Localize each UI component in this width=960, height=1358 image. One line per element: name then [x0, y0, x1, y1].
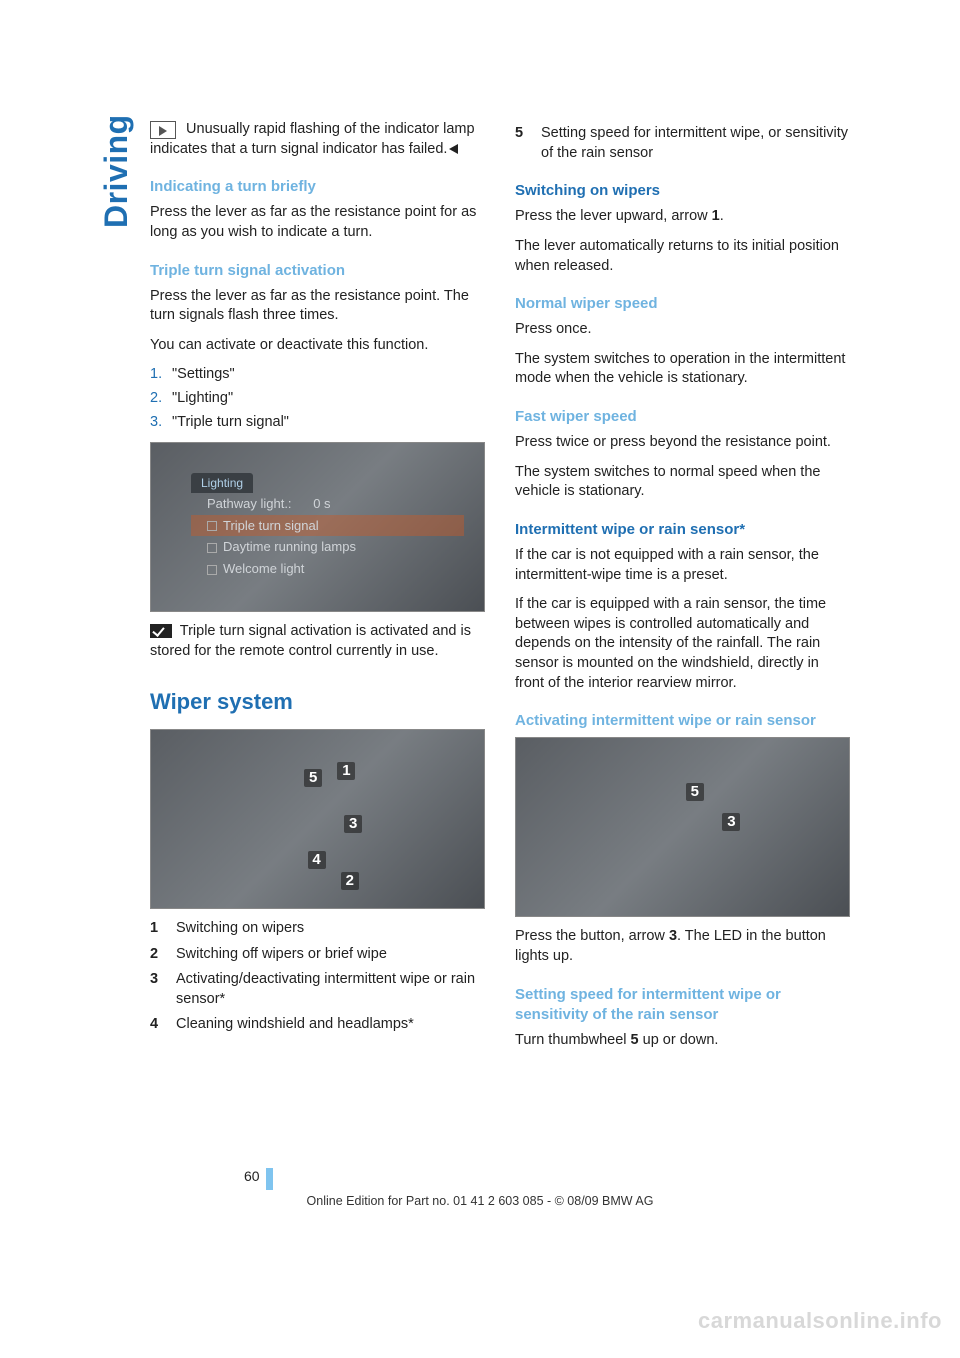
legend-num: 1: [150, 919, 176, 939]
step-label: "Lighting": [172, 390, 233, 406]
menu-row-value: 0 s: [313, 496, 330, 511]
legend-text: Cleaning windshield and headlamps*: [176, 1015, 485, 1035]
note-text: Unusually rapid flashing of the indicato…: [150, 121, 475, 157]
switching-on-text: Press the lever upward, arrow 1.: [515, 207, 850, 227]
text-part: .: [720, 208, 724, 224]
label-1: 1: [337, 762, 355, 780]
legend-row: 3Activating/deactivating intermittent wi…: [150, 970, 485, 1009]
triple-turn-text-1: Press the lever as far as the resistance…: [150, 287, 485, 326]
label-3: 3: [722, 813, 740, 831]
legend-text: Switching on wipers: [176, 919, 485, 939]
checkbox-icon: [207, 543, 217, 553]
step-3: 3."Triple turn signal": [150, 413, 485, 433]
settings-steps-list: 1."Settings" 2."Lighting" 3."Triple turn…: [150, 365, 485, 432]
menu-row-label: Daytime running lamps: [223, 539, 356, 554]
wiper-legend-continued: 5Setting speed for intermittent wipe, or…: [515, 124, 850, 163]
legend-row: 1Switching on wipers: [150, 919, 485, 939]
legend-num: 5: [515, 124, 541, 163]
arrow-ref-1: 1: [712, 208, 720, 224]
label-5: 5: [686, 783, 704, 801]
press-twice-text: Press twice or press beyond the resistan…: [515, 433, 850, 453]
legend-text: Setting speed for intermittent wipe, or …: [541, 124, 850, 163]
right-column: 5Setting speed for intermittent wipe, or…: [515, 120, 850, 1061]
heading-activating-intermittent: Activating intermittent wipe or rain sen…: [515, 711, 850, 731]
text-part: up or down.: [639, 1032, 719, 1048]
normal-stationary-text: The system switches to normal speed when…: [515, 463, 850, 502]
menu-row: Welcome light: [191, 558, 464, 580]
lever-return-text: The lever automatically returns to its i…: [515, 237, 850, 276]
footer-copyright: Online Edition for Part no. 01 41 2 603 …: [0, 1193, 960, 1210]
menu-row: Daytime running lamps: [191, 536, 464, 558]
step-1: 1."Settings": [150, 365, 485, 385]
menu-tab: Lighting: [191, 473, 253, 493]
stored-remote-note: Triple turn signal activation is activat…: [150, 622, 485, 661]
text-part: Turn thumbwheel: [515, 1032, 631, 1048]
checkmark-icon: [150, 624, 172, 638]
menu-row-highlighted: Triple turn signal: [191, 515, 464, 537]
heading-fast-speed: Fast wiper speed: [515, 407, 850, 427]
checkbox-icon: [207, 521, 217, 531]
step-num: 1.: [150, 365, 172, 385]
wiper-stalk-diagram: 1 5 3 4 2: [150, 729, 485, 909]
legend-row: 4Cleaning windshield and headlamps*: [150, 1015, 485, 1035]
rain-sensor-desc-text: If the car is equipped with a rain senso…: [515, 595, 850, 693]
heading-wiper-system: Wiper system: [150, 687, 485, 717]
step-num: 2.: [150, 389, 172, 409]
arrow-ref-3: 3: [669, 928, 677, 944]
rain-sensor-stalk-diagram: 5 3: [515, 737, 850, 917]
thumbwheel-ref-5: 5: [631, 1032, 639, 1048]
step-num: 3.: [150, 413, 172, 433]
checkbox-icon: [207, 565, 217, 575]
heading-triple-turn: Triple turn signal activation: [150, 261, 485, 281]
heading-normal-speed: Normal wiper speed: [515, 294, 850, 314]
heading-setting-speed: Setting speed for intermittent wipe or s…: [515, 985, 850, 1026]
step-label: "Settings": [172, 366, 235, 382]
menu-row-label: Triple turn signal: [223, 518, 319, 533]
thumbwheel-text: Turn thumbwheel 5 up or down.: [515, 1031, 850, 1051]
menu-row-label: Pathway light.:: [207, 496, 292, 511]
label-2: 2: [341, 872, 359, 890]
legend-num: 3: [150, 970, 176, 1009]
note-icon: [150, 121, 176, 139]
menu-overlay: Lighting Pathway light.: 0 s Triple turn…: [191, 473, 464, 579]
legend-num: 4: [150, 1015, 176, 1035]
menu-row: Pathway light.: 0 s: [191, 493, 464, 515]
legend-num: 2: [150, 945, 176, 965]
press-once-text: Press once.: [515, 320, 850, 340]
no-rain-sensor-text: If the car is not equipped with a rain s…: [515, 546, 850, 585]
press-button-arrow3-text: Press the button, arrow 3. The LED in th…: [515, 927, 850, 966]
page-number: 60: [244, 1167, 260, 1186]
text-part: Press the button, arrow: [515, 928, 669, 944]
end-triangle-icon: [449, 144, 458, 154]
watermark: carmanualsonline.info: [698, 1306, 942, 1336]
heading-indicating-turn: Indicating a turn briefly: [150, 177, 485, 197]
diagram-labels: 1 5 3 4 2: [151, 730, 484, 908]
wiper-legend-list: 1Switching on wipers 2Switching off wipe…: [150, 919, 485, 1035]
heading-switching-on-wipers: Switching on wipers: [515, 181, 850, 201]
heading-intermittent-rain: Intermittent wipe or rain sensor*: [515, 520, 850, 540]
two-column-layout: Unusually rapid flashing of the indicato…: [150, 120, 850, 1061]
manual-page: Driving Unusually rapid flashing of the …: [0, 0, 960, 1358]
step-label: "Triple turn signal": [172, 414, 289, 430]
stored-remote-text: Triple turn signal activation is activat…: [150, 623, 471, 659]
triple-turn-text-2: You can activate or deactivate this func…: [150, 336, 485, 356]
legend-row: 2Switching off wipers or brief wipe: [150, 945, 485, 965]
legend-row: 5Setting speed for intermittent wipe, or…: [515, 124, 850, 163]
step-2: 2."Lighting": [150, 389, 485, 409]
idrive-menu-screenshot: Lighting Pathway light.: 0 s Triple turn…: [150, 442, 485, 612]
left-column: Unusually rapid flashing of the indicato…: [150, 120, 485, 1061]
diagram-labels: 5 3: [516, 738, 849, 916]
intermittent-stationary-text: The system switches to operation in the …: [515, 350, 850, 389]
legend-text: Switching off wipers or brief wipe: [176, 945, 485, 965]
indicator-failure-note: Unusually rapid flashing of the indicato…: [150, 120, 485, 159]
text-part: Press the lever upward, arrow: [515, 208, 712, 224]
legend-text: Activating/deactivating intermittent wip…: [176, 970, 485, 1009]
label-4: 4: [308, 851, 326, 869]
indicating-turn-text: Press the lever as far as the resistance…: [150, 203, 485, 242]
section-side-label: Driving: [95, 114, 138, 228]
label-3: 3: [344, 815, 362, 833]
page-number-bar: [266, 1168, 273, 1190]
label-5: 5: [304, 769, 322, 787]
menu-row-label: Welcome light: [223, 561, 304, 576]
